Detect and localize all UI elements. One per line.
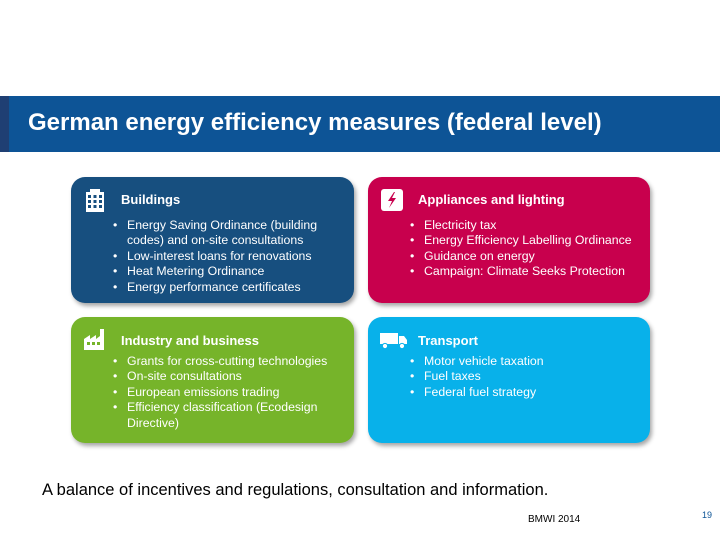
list-appliances: Electricity tax Energy Efficiency Labell… [410, 218, 644, 280]
list-item: Campaign: Climate Seeks Protection [410, 264, 644, 280]
list-item: Energy Saving Ordinance (building codes)… [113, 218, 348, 249]
factory-icon [84, 329, 104, 350]
list-item: Grants for cross-cutting technologies [113, 354, 348, 370]
card-buildings: Buildings Energy Saving Ordinance (build… [71, 177, 354, 303]
list-item: Fuel taxes [410, 369, 644, 385]
list-item: Low-interest loans for renovations [113, 249, 348, 265]
card-heading-transport: Transport [418, 333, 478, 348]
source-note: BMWI 2014 [528, 514, 581, 525]
list-item: Energy performance certificates [113, 280, 348, 296]
list-item: Federal fuel strategy [410, 385, 644, 401]
card-appliances: Appliances and lighting Electricity tax … [368, 177, 650, 303]
list-item: Guidance on energy [410, 249, 644, 265]
list-item: Electricity tax [410, 218, 644, 234]
slide-title: German energy efficiency measures (feder… [28, 109, 602, 136]
card-transport: Transport Motor vehicle taxation Fuel ta… [368, 317, 650, 443]
truck-icon [380, 333, 407, 350]
page-number: 19 [702, 510, 713, 520]
list-item: Efficiency classification (Ecodesign Dir… [113, 400, 348, 431]
summary-text: A balance of incentives and regulations,… [42, 481, 549, 499]
list-buildings: Energy Saving Ordinance (building codes)… [113, 218, 348, 295]
list-industry: Grants for cross-cutting technologies On… [113, 354, 348, 431]
title-accent [0, 96, 9, 152]
list-item: Energy Efficiency Labelling Ordinance [410, 233, 644, 249]
list-item: European emissions trading [113, 385, 348, 401]
list-item: On-site consultations [113, 369, 348, 385]
list-item: Motor vehicle taxation [410, 354, 644, 370]
list-transport: Motor vehicle taxation Fuel taxes Federa… [410, 354, 644, 401]
card-industry: Industry and business Grants for cross-c… [71, 317, 354, 443]
plug-lightning-icon [381, 189, 403, 211]
building-icon [86, 189, 104, 212]
card-heading-appliances: Appliances and lighting [418, 192, 565, 207]
list-item: Heat Metering Ordinance [113, 264, 348, 280]
card-heading-industry: Industry and business [121, 333, 259, 348]
card-heading-buildings: Buildings [121, 192, 181, 207]
title-bar: German energy efficiency measures (feder… [0, 96, 720, 152]
